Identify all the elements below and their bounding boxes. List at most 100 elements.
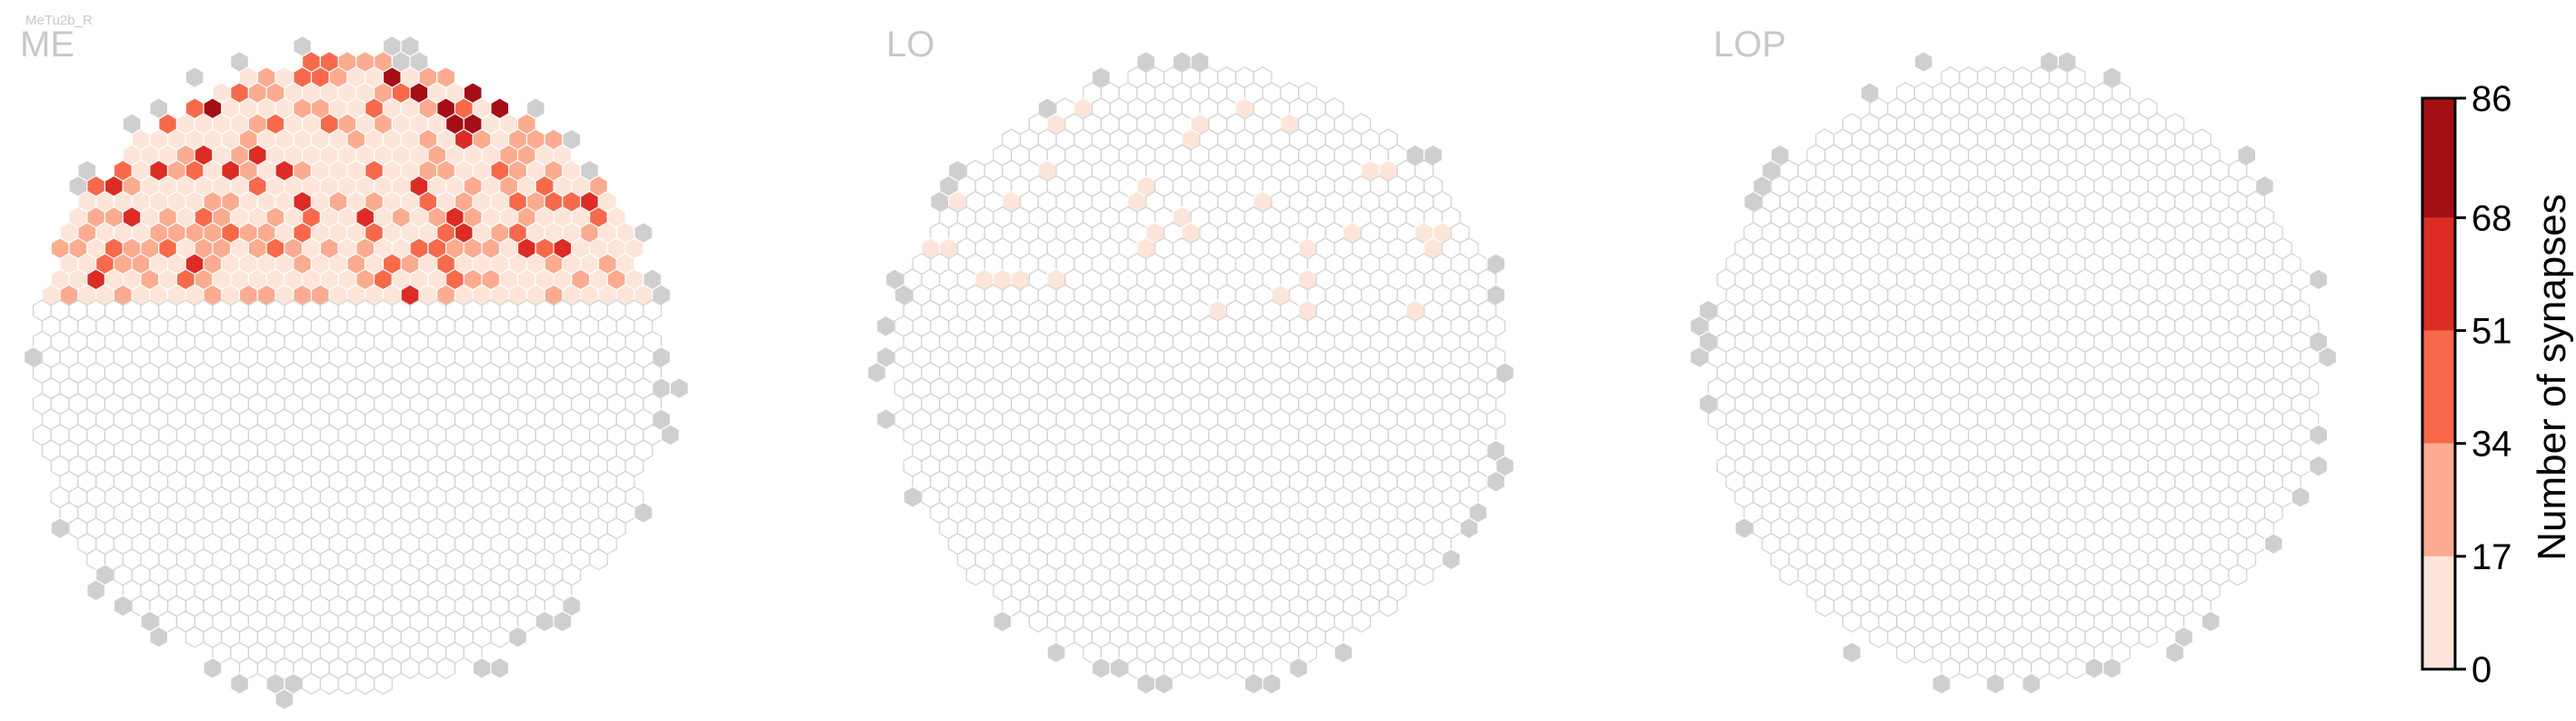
- colorbar-tick-label: 17: [2471, 537, 2512, 577]
- hex-column: [1153, 672, 1174, 696]
- hex-column: [1985, 672, 2005, 696]
- hex-column: [1959, 656, 1979, 679]
- hex-column: [2084, 656, 2104, 679]
- hex-column: [2201, 610, 2221, 633]
- hex-column: [275, 688, 295, 711]
- hex-column: [634, 501, 654, 524]
- panel-me-title: ME: [20, 25, 75, 65]
- colorbar: 0 17 34 51 68 86: [2421, 79, 2512, 690]
- hex-column: [1262, 672, 1282, 696]
- hex-column: [1046, 641, 1066, 664]
- colorbar-frame: [2421, 96, 2457, 671]
- hex-column: [86, 579, 106, 602]
- hex-column: [2102, 656, 2122, 679]
- hex-column: [418, 656, 438, 679]
- hex-column: [203, 656, 223, 679]
- panel-lop: [1689, 50, 2337, 696]
- hex-column: [490, 626, 510, 648]
- colorbar-bin: [2422, 217, 2455, 331]
- hex-column: [875, 315, 895, 337]
- hex-column: [1842, 641, 1862, 664]
- hex-column: [1869, 626, 1889, 648]
- hex-column: [337, 672, 357, 696]
- hex-column: [993, 610, 1013, 633]
- hex-column: [1913, 50, 1933, 74]
- hex-column: [1091, 656, 1111, 679]
- hex-column: [1486, 470, 1506, 493]
- hex-column: [1734, 516, 1754, 540]
- colorbar-bin: [2422, 330, 2455, 444]
- hex-column: [1243, 672, 1263, 696]
- panel-lop-title: LOP: [1713, 25, 1786, 65]
- hex-column: [1896, 641, 1915, 664]
- hex-column: [2309, 455, 2329, 477]
- hex-column: [1414, 564, 1434, 586]
- colorbar-bin: [2422, 443, 2455, 556]
- hex-column: [867, 361, 887, 385]
- colorbar-tick-label: 34: [2471, 425, 2512, 465]
- hex-column: [1779, 564, 1799, 586]
- hex-column: [1459, 516, 1479, 540]
- hex-column: [2165, 641, 2185, 664]
- hex-column: [2138, 626, 2158, 648]
- colorbar-tick-label: 68: [2471, 198, 2512, 238]
- hex-column: [490, 656, 510, 679]
- hex-column: [875, 408, 895, 431]
- hex-column: [1441, 548, 1461, 571]
- colorbar-bin: [2422, 98, 2455, 218]
- hex-column: [185, 626, 205, 648]
- hex-column: [553, 610, 573, 633]
- panel-lo: [867, 50, 1515, 696]
- hex-column: [230, 672, 249, 696]
- hex-column: [1289, 656, 1309, 679]
- hex-column: [185, 66, 205, 89]
- colorbar-tick-label: 51: [2471, 312, 2512, 352]
- hex-column: [2048, 656, 2068, 679]
- hex-column: [113, 595, 133, 617]
- hex-column: [355, 672, 375, 696]
- hex-column: [436, 656, 456, 679]
- hex-column: [965, 564, 985, 586]
- hex-column: [1689, 345, 1709, 368]
- hex-column: [1333, 641, 1353, 664]
- hex-column: [2309, 268, 2329, 291]
- panel-lo-title: LO: [886, 25, 934, 65]
- hex-column: [1842, 610, 1862, 633]
- hex-column: [2291, 486, 2311, 508]
- panel-me: [24, 35, 689, 711]
- hex-column: [2263, 533, 2283, 556]
- hex-column: [2066, 656, 2086, 679]
- hex-column: [1109, 656, 1129, 679]
- colorbar-bin: [2422, 556, 2455, 669]
- hex-column: [903, 486, 923, 508]
- hex-column: [1932, 672, 1952, 696]
- hex-column: [1815, 595, 1835, 617]
- hex-column: [1913, 641, 1933, 664]
- hex-column: [588, 548, 608, 571]
- hex-column: [2318, 345, 2337, 368]
- hex-column: [1181, 656, 1201, 679]
- hex-column: [149, 626, 169, 648]
- colorbar-tick-label: 0: [2471, 650, 2491, 690]
- hex-column: [660, 424, 680, 446]
- hex-column: [1199, 656, 1219, 679]
- hex-column: [472, 656, 492, 679]
- hex-column: [50, 516, 70, 540]
- hex-column: [2309, 424, 2329, 446]
- colorbar-tick-label: 86: [2471, 79, 2512, 119]
- hex-column: [2022, 672, 2042, 696]
- hex-column: [1217, 656, 1237, 679]
- hex-column: [400, 656, 420, 679]
- hex-column: [2228, 564, 2248, 586]
- hex-column: [508, 626, 528, 648]
- hex-column: [534, 610, 554, 633]
- hex-column: [374, 672, 393, 696]
- hex-column: [302, 672, 321, 696]
- hex-column: [1378, 595, 1398, 617]
- cell-type-label: MeTu2b_R: [25, 13, 93, 28]
- hex-column: [1028, 610, 1048, 633]
- hex-column: [319, 672, 339, 696]
- colorbar-title: Number of synapses: [2530, 194, 2574, 561]
- hex-column: [1352, 610, 1372, 633]
